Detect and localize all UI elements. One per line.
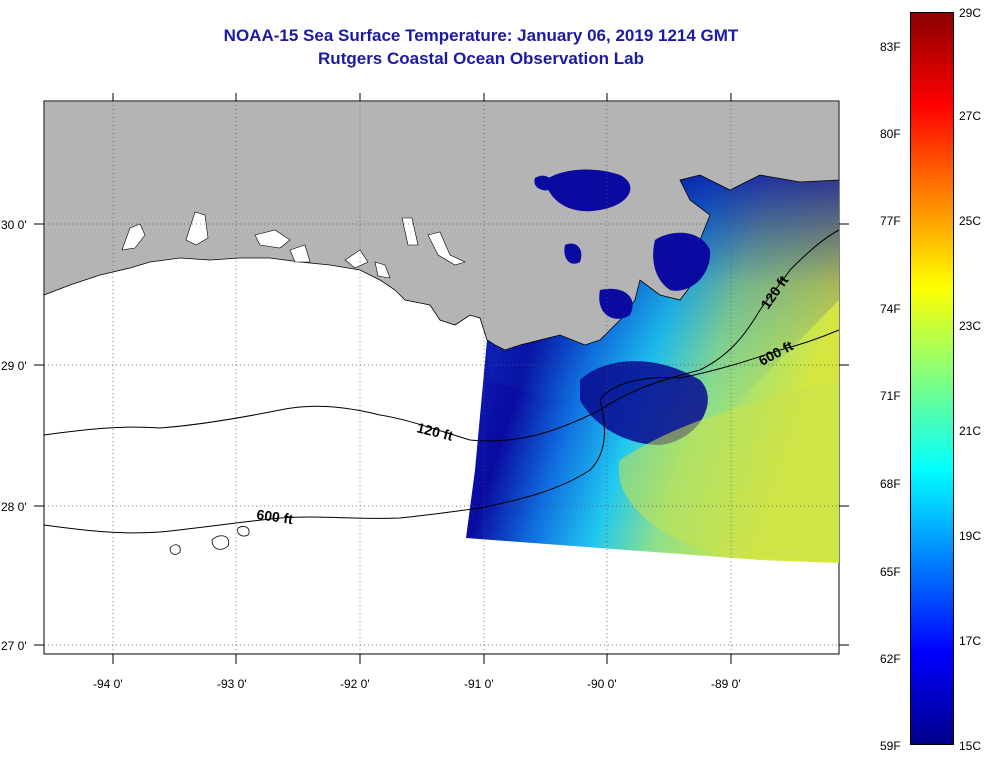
cb-f-71: 71F xyxy=(880,389,901,403)
cb-c-23: 23C xyxy=(959,319,982,333)
coastal-blue-2 xyxy=(534,175,552,191)
lake-8 xyxy=(374,261,391,279)
chart-subtitle: Rutgers Coastal Ocean Observation Lab xyxy=(318,49,644,68)
lake-7 xyxy=(427,231,466,266)
coastal-blue-1 xyxy=(545,169,631,212)
cb-f-74: 74F xyxy=(880,302,901,316)
lon-label-94: -94 0' xyxy=(93,677,123,691)
lake-2 xyxy=(185,211,209,246)
gridlines xyxy=(44,101,839,654)
chart-title: NOAA-15 Sea Surface Temperature: January… xyxy=(223,26,739,45)
lake-5 xyxy=(344,249,369,269)
cb-f-65: 65F xyxy=(880,565,901,579)
cb-f-77: 77F xyxy=(880,214,901,228)
lat-label-28: 28 0' xyxy=(1,500,27,514)
cb-f-59: 59F xyxy=(880,739,901,753)
lake-1 xyxy=(121,223,146,251)
lake-3 xyxy=(254,229,291,249)
cb-f-83: 83F xyxy=(880,40,901,54)
lon-label-92: -92 0' xyxy=(340,677,370,691)
contour-600ft xyxy=(43,329,840,534)
lat-label-27: 27 0' xyxy=(1,639,27,653)
contour-label-600ft-west: 600 ft xyxy=(256,506,295,527)
lake-6 xyxy=(401,217,419,246)
cb-c-29: 29C xyxy=(959,6,982,20)
tick-marks xyxy=(34,93,849,664)
contour-120ft xyxy=(43,229,840,442)
lon-label-91: -91 0' xyxy=(464,677,494,691)
coastal-blue-4 xyxy=(653,232,711,291)
cb-c-27: 27C xyxy=(959,109,982,123)
cb-c-15: 15C xyxy=(959,739,982,753)
cb-c-17: 17C xyxy=(959,634,982,648)
lake-4 xyxy=(289,244,311,263)
coastal-blue-5 xyxy=(599,288,633,319)
cb-c-21: 21C xyxy=(959,424,982,438)
contour-fragments xyxy=(169,526,250,555)
lat-label-30: 30 0' xyxy=(1,218,27,232)
cold-core xyxy=(580,361,708,445)
lon-label-93: -93 0' xyxy=(217,677,247,691)
cb-c-25: 25C xyxy=(959,214,982,228)
lon-label-90: -90 0' xyxy=(587,677,617,691)
lon-label-89: -89 0' xyxy=(711,677,741,691)
cb-f-80: 80F xyxy=(880,127,901,141)
land xyxy=(43,100,840,351)
cb-c-19: 19C xyxy=(959,529,982,543)
cb-f-68: 68F xyxy=(880,477,901,491)
coastal-blue-3 xyxy=(564,243,582,264)
lat-label-29: 29 0' xyxy=(1,359,27,373)
warm-patch xyxy=(618,380,839,560)
cb-f-62: 62F xyxy=(880,652,901,666)
temperature-colorbar xyxy=(910,12,954,745)
